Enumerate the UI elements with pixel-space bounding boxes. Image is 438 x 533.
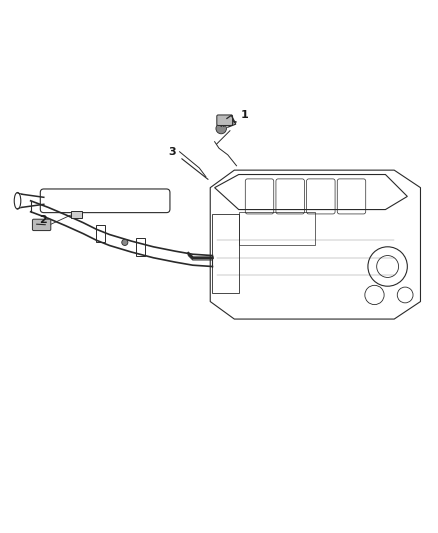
- Text: 2: 2: [39, 215, 47, 225]
- FancyBboxPatch shape: [217, 115, 233, 125]
- Text: 3: 3: [169, 147, 176, 157]
- Polygon shape: [71, 211, 82, 219]
- Circle shape: [122, 239, 128, 246]
- Text: 1: 1: [241, 110, 249, 119]
- FancyBboxPatch shape: [32, 219, 51, 231]
- Circle shape: [216, 123, 226, 134]
